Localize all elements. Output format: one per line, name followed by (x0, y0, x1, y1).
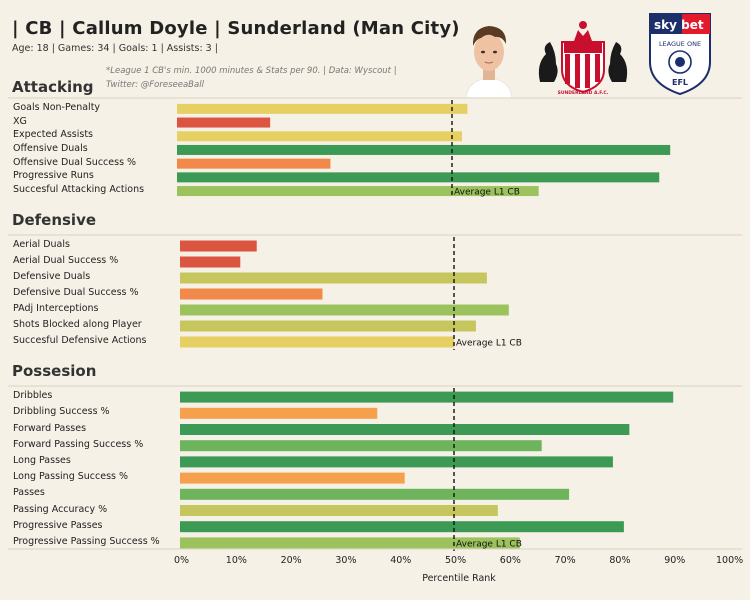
category-label: Forward Passes (13, 422, 87, 434)
category-label: Passing Accuracy % (13, 503, 108, 515)
bar (180, 256, 241, 268)
source-note-line1: *League 1 CB's min. 1000 minutes & Stats… (106, 66, 397, 76)
bar (180, 304, 509, 316)
x-tick-label: 50% (445, 555, 467, 566)
section-title-defensive: Defensive (12, 211, 97, 229)
x-tick-label: 30% (335, 555, 357, 566)
category-label: Long Passing Success % (13, 471, 129, 483)
bar (177, 186, 539, 197)
category-label: Progressive Passes (13, 519, 103, 531)
bar (180, 505, 498, 516)
bar (177, 103, 468, 114)
x-axis-label: Percentile Rank (422, 573, 496, 584)
bar (180, 320, 476, 332)
x-tick-label: 80% (609, 555, 631, 566)
category-label: PAdj Interceptions (13, 303, 99, 314)
x-tick-label: 90% (664, 555, 686, 566)
category-label: Progressive Passing Success % (13, 535, 160, 547)
league-efl-text: EFL (672, 78, 688, 87)
category-label: Offensive Duals (13, 142, 88, 154)
category-label: Dribbling Success % (13, 406, 110, 418)
x-tick-label: 70% (554, 555, 576, 566)
category-label: Goals Non-Penalty (13, 101, 101, 113)
bar (177, 158, 331, 169)
bar (180, 391, 674, 403)
bar (180, 336, 454, 348)
source-note-line2: Twitter: @ForeseeaBall (106, 80, 204, 90)
league-name-text: LEAGUE ONE (659, 40, 701, 48)
x-tick-label: 20% (280, 555, 302, 566)
average-reference-label: Average L1 CB (456, 539, 522, 549)
x-tick-label: 60% (499, 555, 521, 566)
bar (177, 117, 271, 128)
category-label: Offensive Dual Success % (13, 156, 137, 168)
category-label: Dribbles (13, 390, 53, 402)
bar (180, 537, 520, 549)
bar (180, 240, 257, 252)
bar (177, 172, 660, 183)
x-tick-label: 10% (225, 555, 247, 566)
x-tick-label: 40% (390, 555, 412, 566)
bar (177, 131, 462, 142)
club-crest-icon: SUNDERLAND A.F.C. (538, 21, 628, 96)
bar (180, 407, 378, 419)
section-title-attacking: Attacking (12, 78, 94, 96)
league-one-badge-icon: sky bet LEAGUE ONE EFL (649, 13, 711, 96)
source-note: *League 1 CB's min. 1000 minutes & Stats… (106, 64, 397, 92)
bar (180, 440, 542, 452)
category-label: Long Passes (13, 454, 71, 466)
category-label: Aerial Dual Success % (13, 255, 119, 266)
category-label: Defensive Duals (13, 271, 91, 282)
crest-text: SUNDERLAND A.F.C. (558, 90, 609, 96)
bar (180, 424, 630, 435)
x-tick-label: 0% (174, 555, 190, 566)
bar (177, 144, 671, 155)
category-label: Aerial Duals (13, 239, 70, 250)
category-label: XG (13, 115, 27, 127)
player-photo (462, 14, 516, 98)
section-title-possesion: Possesion (12, 362, 97, 380)
player-meta: Age: 18 | Games: 34 | Goals: 1 | Assists… (12, 43, 218, 54)
category-label: Passes (13, 487, 45, 499)
page-title: | CB | Callum Doyle | Sunderland (Man Ci… (12, 18, 473, 39)
x-tick-label: 100% (716, 555, 744, 566)
bar (180, 456, 613, 468)
category-label: Expected Assists (13, 129, 94, 141)
category-label: Progressive Runs (13, 170, 94, 182)
category-label: Forward Passing Success % (13, 438, 144, 450)
category-label: Succesful Defensive Actions (13, 335, 147, 346)
bar (180, 272, 487, 284)
bar (180, 288, 323, 300)
bar (180, 472, 405, 484)
bar (180, 521, 624, 533)
bar (180, 488, 570, 500)
league-sponsor-text: sky bet (654, 18, 704, 32)
category-label: Shots Blocked along Player (13, 319, 142, 330)
category-label: Defensive Dual Success % (13, 287, 139, 298)
category-label: Succesful Attacking Actions (13, 184, 145, 196)
average-reference-label: Average L1 CB (454, 188, 520, 198)
average-reference-label: Average L1 CB (456, 339, 522, 349)
